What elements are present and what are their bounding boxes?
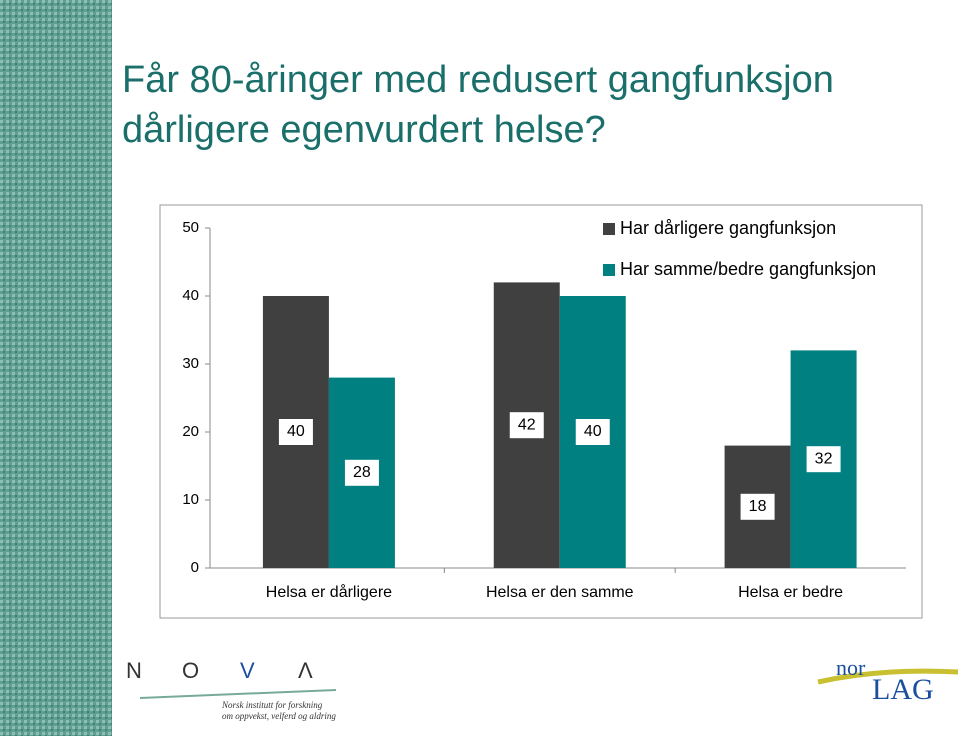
- label-bg: [740, 493, 775, 520]
- legend-label: Har dårligere gangfunksjon: [620, 218, 836, 238]
- data-label: 18: [749, 498, 767, 515]
- logo-text: nor: [836, 655, 866, 680]
- y-tick-label: 0: [191, 559, 199, 576]
- x-tick-label: Helsa er den samme: [486, 584, 634, 601]
- label-bg: [509, 412, 544, 439]
- label-bg: [344, 459, 379, 486]
- label-bg: [575, 419, 610, 445]
- legend-label: Har samme/bedre gangfunksjon: [620, 259, 876, 279]
- title: dårligere egenvurdert helse?: [122, 109, 606, 151]
- logo-swoosh: [817, 668, 959, 685]
- logo-subtitle: om oppvekst, velferd og aldring: [222, 711, 336, 721]
- decor-strip: [0, 0, 112, 736]
- logo-text: LAG: [872, 673, 934, 706]
- x-tick-label: Helsa er dårligere: [266, 583, 392, 601]
- x-tick-label: Helsa er bedre: [738, 584, 843, 601]
- data-label: 40: [584, 423, 602, 440]
- label-bg: [278, 419, 313, 445]
- label-bg: [806, 446, 841, 473]
- y-tick-label: 50: [182, 219, 199, 236]
- y-tick-label: 40: [182, 287, 199, 304]
- y-tick-label: 10: [182, 491, 199, 508]
- chart: 0 10 20 30 40 50 Helsa er dårligere 40 28 Helsa e…: [182, 218, 906, 601]
- y-tick-label: 20: [182, 423, 199, 440]
- legend-swatch: [603, 264, 615, 276]
- data-label: 40: [287, 423, 305, 440]
- logo-letter: V: [240, 658, 255, 683]
- data-label: 32: [815, 450, 833, 467]
- logo-letter: O: [182, 658, 199, 683]
- logo-subtitle: Norsk institutt for forskning: [221, 700, 323, 710]
- logo-swoosh: [139, 689, 337, 699]
- legend-swatch: [603, 223, 615, 235]
- logo-letter: N: [126, 658, 142, 683]
- data-label: 28: [353, 464, 371, 481]
- data-label: 42: [518, 416, 536, 433]
- y-tick-label: 30: [182, 355, 199, 372]
- title: Får 80-åringer med redusert gangfunksjon: [122, 59, 834, 101]
- logo-letter: Λ: [298, 658, 313, 683]
